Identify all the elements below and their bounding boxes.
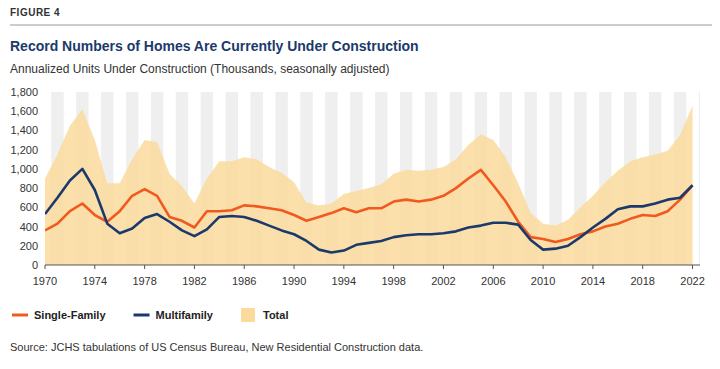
x-axis-line <box>45 265 700 266</box>
y-tick-label: 200 <box>20 240 38 252</box>
x-tick <box>144 265 145 269</box>
x-tick <box>443 265 444 269</box>
x-tick <box>393 265 394 269</box>
x-tick-label: 1994 <box>332 275 356 287</box>
y-tick-label: 1,200 <box>10 144 38 156</box>
x-tick-label: 1978 <box>132 275 156 287</box>
plot-data <box>45 105 693 265</box>
legend-swatch <box>241 308 255 322</box>
x-tick <box>592 265 593 269</box>
series-line <box>45 170 693 242</box>
y-tick-label: 800 <box>20 182 38 194</box>
y-tick-label: 400 <box>20 221 38 233</box>
x-tick-label: 1998 <box>381 275 405 287</box>
y-tick-label: 1,600 <box>10 105 38 117</box>
legend-swatch <box>134 314 150 317</box>
x-tick-label: 1970 <box>33 275 57 287</box>
x-tick <box>343 265 344 269</box>
x-tick-label: 2018 <box>630 275 654 287</box>
x-tick-label: 2022 <box>680 275 704 287</box>
chart: FIGURE 4 Record Numbers of Homes Are Curr… <box>0 0 720 369</box>
subtitle: Annualized Units Under Construction (Tho… <box>10 62 390 76</box>
y-tick-label: 0 <box>32 259 38 271</box>
series-line <box>45 169 693 253</box>
x-tick <box>294 265 295 269</box>
x-tick-label: 1982 <box>182 275 206 287</box>
x-tick <box>194 265 195 269</box>
x-tick <box>45 265 46 269</box>
x-tick <box>244 265 245 269</box>
x-tick <box>543 265 544 269</box>
x-tick-label: 2002 <box>431 275 455 287</box>
x-tick <box>493 265 494 269</box>
x-tick <box>642 265 643 269</box>
legend-label: Single-Family <box>34 309 106 321</box>
x-tick-label: 2006 <box>481 275 505 287</box>
y-tick-label: 600 <box>20 201 38 213</box>
x-tick-label: 2014 <box>581 275 605 287</box>
header-rule <box>10 25 712 26</box>
total-area <box>45 105 693 265</box>
source: Source: JCHS tabulations of US Census Bu… <box>10 341 423 353</box>
x-tick <box>692 265 693 269</box>
title: Record Numbers of Homes Are Currently Un… <box>10 38 419 54</box>
legend-swatch <box>12 314 28 317</box>
year-band <box>699 92 700 265</box>
x-tick <box>94 265 95 269</box>
x-tick-label: 1986 <box>232 275 256 287</box>
figure-label: FIGURE 4 <box>10 7 60 18</box>
x-tick-label: 1990 <box>282 275 306 287</box>
legend: Single-Family Multifamily Total <box>12 308 288 322</box>
legend-label: Multifamily <box>156 309 214 321</box>
legend-label: Total <box>263 309 288 321</box>
y-tick-label: 1,000 <box>10 163 38 175</box>
y-tick-label: 1,800 <box>10 86 38 98</box>
x-tick-label: 2010 <box>531 275 555 287</box>
y-tick-label: 1,400 <box>10 124 38 136</box>
x-tick-label: 1974 <box>83 275 107 287</box>
